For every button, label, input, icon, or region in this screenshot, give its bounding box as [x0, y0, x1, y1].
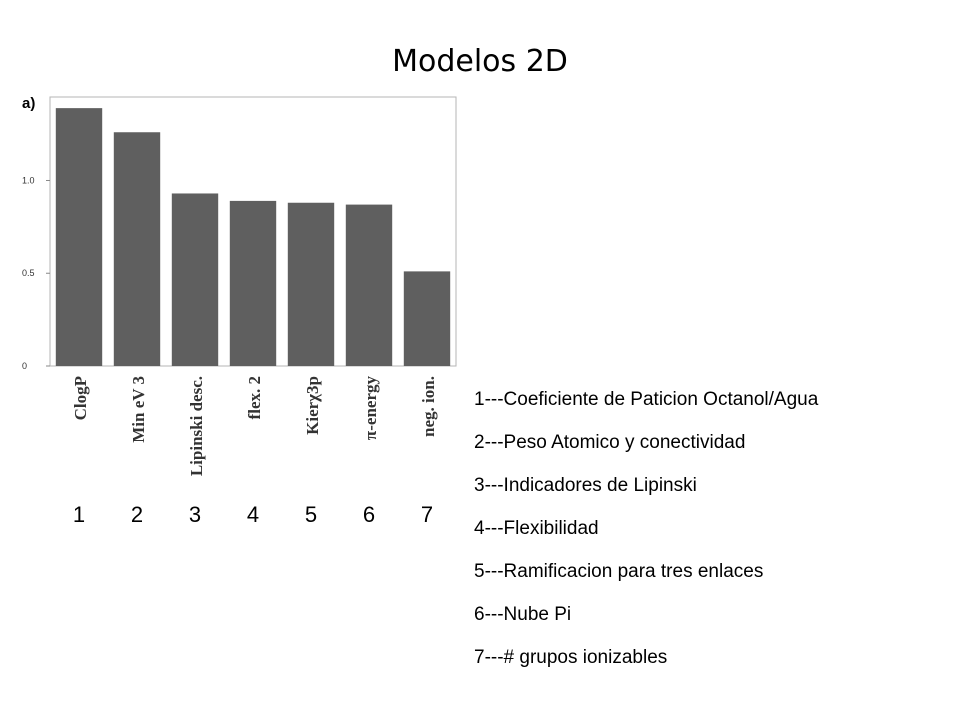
- x-category-label: ClogP: [71, 376, 90, 420]
- bar-2: [113, 132, 161, 366]
- legend-item-2: 2---Peso Atomico y conectividad: [474, 432, 746, 453]
- legend-item-7: 7---# grupos ionizables: [474, 647, 668, 668]
- legend-item-1: 1---Coeficiente de Paticion Octanol/Agua: [474, 389, 819, 410]
- x-category-label: flex. 2: [245, 376, 264, 419]
- bar-number-row: 1 2 3 4 5 6 7: [0, 502, 460, 532]
- bar-number-1: 1: [72, 502, 86, 527]
- x-category-label: neg. ion.: [419, 376, 438, 437]
- bar-number-3: 3: [188, 502, 202, 527]
- bar-number-5: 5: [304, 502, 318, 527]
- y-tick-label: 1.0: [22, 175, 35, 185]
- bar-4: [229, 200, 277, 366]
- y-tick-label: 0: [22, 361, 27, 371]
- bar-number-4: 4: [246, 502, 260, 527]
- x-category-label: π-energy: [361, 376, 380, 441]
- legend-item-5: 5---Ramificacion para tres enlaces: [474, 561, 764, 582]
- panel-label: a): [22, 95, 35, 112]
- slide-title: Modelos 2D: [392, 44, 568, 79]
- bar-number-2: 2: [130, 502, 144, 527]
- bar-6: [345, 204, 393, 366]
- bar-7: [403, 271, 451, 366]
- bar-3: [171, 193, 219, 366]
- bar-5: [287, 202, 335, 366]
- x-category-label: Lipinski desc.: [187, 376, 206, 476]
- x-category-label: Kierχ3p: [303, 376, 322, 435]
- bar-number-7: 7: [420, 502, 434, 527]
- legend-item-4: 4---Flexibilidad: [474, 518, 599, 539]
- y-tick-label: 0.5: [22, 268, 35, 278]
- legend-item-6: 6---Nube Pi: [474, 604, 572, 625]
- legend: 1---Coeficiente de Paticion Octanol/Agua…: [474, 386, 818, 687]
- bar-number-6: 6: [362, 502, 376, 527]
- legend-item-3: 3---Indicadores de Lipinski: [474, 475, 697, 496]
- bar-1: [55, 108, 103, 366]
- x-category-label: Min eV 3: [129, 376, 148, 443]
